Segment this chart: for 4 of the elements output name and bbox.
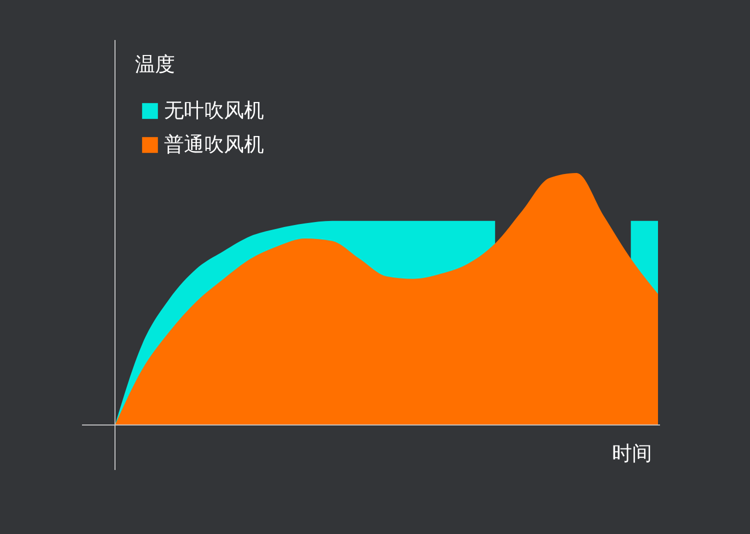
y-axis-title: 温度: [135, 52, 175, 76]
x-axis-title: 时间: [612, 441, 652, 465]
legend-label: 无叶吹风机: [164, 98, 264, 122]
legend-label: 普通吹风机: [164, 132, 264, 156]
